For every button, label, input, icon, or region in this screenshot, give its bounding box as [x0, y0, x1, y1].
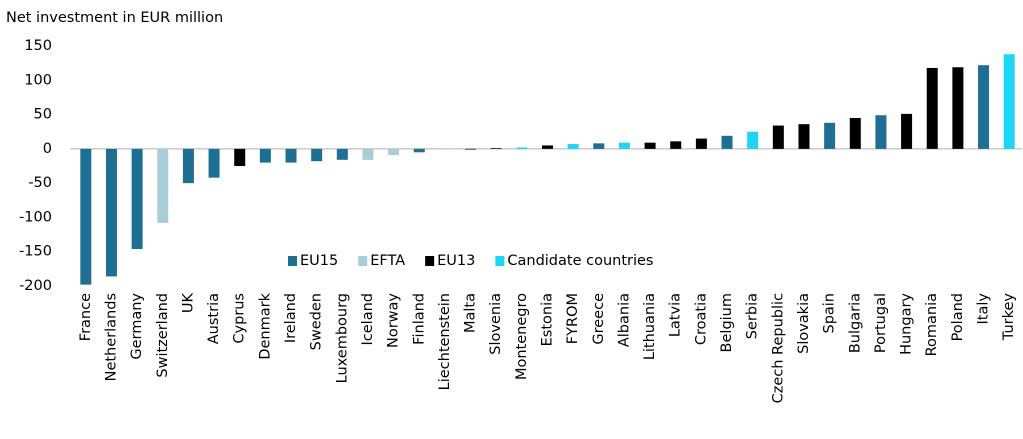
x-tick-label: Luxembourg	[334, 293, 350, 383]
x-tick-label: Hungary	[899, 293, 915, 355]
bar	[542, 145, 553, 149]
x-tick-label: Turkey	[1001, 293, 1017, 342]
bar	[259, 148, 271, 163]
x-tick-label: Lithuania	[642, 293, 658, 360]
legend-label: EU13	[437, 253, 475, 269]
x-tick-label: Estonia	[540, 293, 556, 346]
chart-title: Net investment in EUR million	[6, 10, 223, 26]
y-tick-label: -150	[19, 244, 52, 260]
y-tick-label: 0	[43, 141, 52, 157]
bar	[182, 148, 194, 184]
x-tick-label: Bulgaria	[847, 293, 863, 353]
x-tick-label: Norway	[386, 293, 402, 348]
bar	[670, 141, 682, 149]
legend-swatch	[358, 256, 368, 266]
x-tick-label: Slovakia	[796, 293, 812, 354]
bar	[516, 147, 528, 149]
x-tick-label: Serbia	[745, 293, 761, 339]
bar	[772, 125, 784, 149]
x-tick-label: Switzerland	[155, 293, 171, 378]
x-tick-label: Latvia	[668, 293, 684, 337]
bar	[721, 135, 733, 149]
bar	[593, 143, 605, 149]
x-tick-label: Croatia	[693, 293, 709, 345]
bar	[952, 67, 964, 149]
x-tick-label: Greece	[591, 293, 607, 345]
bar	[285, 148, 297, 163]
x-tick-label: Germany	[129, 293, 145, 360]
x-tick-label: France	[78, 293, 94, 341]
y-tick-label: 50	[34, 107, 52, 123]
bar	[798, 124, 810, 149]
bar	[413, 148, 425, 153]
x-tick-label: Austria	[206, 293, 222, 344]
bar	[901, 113, 913, 149]
x-tick-label: Denmark	[257, 292, 273, 359]
x-tick-label: Sweden	[309, 293, 325, 350]
bar	[234, 148, 246, 166]
x-tick-label: Ireland	[283, 293, 299, 343]
y-tick-label: -100	[19, 209, 52, 225]
x-tick-label: Finland	[411, 293, 427, 345]
bar	[618, 142, 630, 149]
x-tick-label: Belgium	[719, 293, 735, 352]
bar	[362, 148, 374, 160]
bar	[567, 144, 579, 149]
bar	[747, 131, 759, 149]
y-tick-label: 100	[24, 72, 52, 88]
bar	[336, 148, 348, 160]
legend-swatch	[495, 256, 505, 266]
legend-label: EU15	[300, 253, 338, 269]
bar	[131, 148, 143, 249]
bar	[849, 118, 861, 149]
x-tick-label: Iceland	[360, 293, 376, 345]
x-tick-label: Spain	[822, 293, 838, 334]
y-tick-label: 150	[24, 38, 52, 54]
x-tick-label: UK	[180, 293, 196, 314]
x-tick-label: FYROM	[565, 293, 581, 344]
bar	[824, 122, 836, 149]
bar	[311, 148, 323, 162]
bar	[695, 138, 707, 149]
x-tick-label: Slovenia	[488, 293, 504, 355]
x-tick-label: Albania	[616, 293, 632, 347]
y-tick-label: -200	[19, 278, 52, 294]
bar	[1003, 54, 1015, 149]
bar	[644, 142, 656, 149]
legend-swatch	[288, 256, 297, 266]
bar	[388, 148, 400, 156]
legend-label: EFTA	[370, 253, 405, 269]
bar	[105, 148, 117, 277]
x-tick-label: Czech Republic	[770, 293, 786, 403]
x-tick-label: Montenegro	[514, 293, 530, 380]
bar	[875, 115, 887, 149]
x-tick-label: Poland	[950, 293, 966, 341]
x-tick-label: Netherlands	[103, 293, 119, 381]
x-tick-label: Italy	[976, 293, 992, 325]
legend-swatch	[425, 256, 435, 266]
x-tick-label: Malta	[463, 293, 479, 333]
bar	[208, 148, 220, 178]
bar	[439, 148, 451, 150]
bar	[490, 148, 502, 149]
bar	[465, 148, 477, 150]
x-tick-label: Portugal	[873, 293, 889, 353]
y-tick-label: -50	[28, 175, 52, 191]
bar	[157, 148, 169, 223]
x-tick-label: Romania	[924, 293, 940, 356]
bar	[978, 65, 990, 149]
bar	[80, 148, 92, 285]
legend-label: Candidate countries	[507, 253, 653, 269]
x-tick-label: Liechtenstein	[437, 293, 453, 390]
bar	[926, 67, 938, 149]
x-tick-label: Cyprus	[232, 293, 248, 344]
